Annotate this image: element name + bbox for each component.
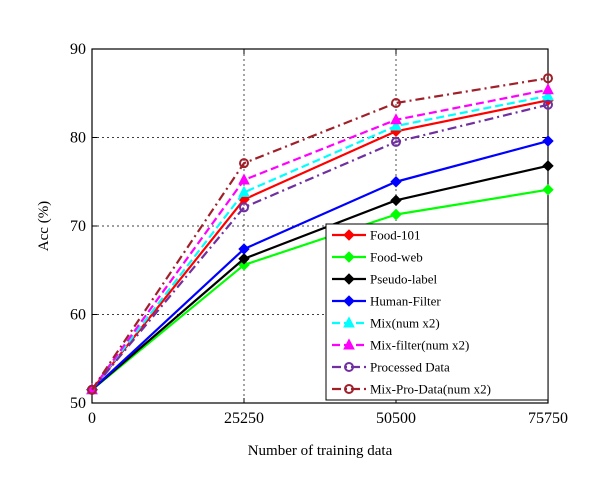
data-point <box>542 83 554 95</box>
legend-swatch-marker <box>343 229 355 241</box>
x-tick-label: 25250 <box>224 410 264 427</box>
series-line <box>91 94 549 391</box>
x-axis-label: Number of training data <box>248 443 393 459</box>
series-line <box>91 188 549 391</box>
data-point <box>542 160 554 172</box>
legend-swatch-marker <box>343 273 355 285</box>
data-point <box>238 185 250 197</box>
y-axis-label: Acc (%) <box>36 201 52 251</box>
x-tick-label: 50500 <box>376 410 416 427</box>
data-point <box>390 176 402 188</box>
legend-label: Food-web <box>370 250 423 265</box>
legend-item: Pseudo-label <box>332 272 438 287</box>
legend-box <box>325 223 549 401</box>
data-point <box>238 259 250 271</box>
series-line <box>91 77 549 391</box>
legend-label: Mix(num x2) <box>370 316 440 331</box>
data-point <box>391 97 401 108</box>
legend-label: Processed Data <box>370 360 450 375</box>
legend-label: Pseudo-label <box>370 272 438 287</box>
legend-item: Food-web <box>332 250 423 265</box>
data-point <box>542 184 554 196</box>
data-point <box>238 253 250 265</box>
legend-swatch-marker <box>343 338 355 350</box>
data-point <box>238 173 250 185</box>
data-point <box>390 119 402 131</box>
data-point <box>390 194 402 207</box>
legend-label: Human-Filter <box>370 294 441 309</box>
series-line <box>91 88 549 391</box>
legend-label: Food-101 <box>370 228 421 243</box>
series-8 <box>87 73 553 395</box>
data-point <box>390 208 402 221</box>
legend-swatch-marker <box>343 295 355 307</box>
data-point <box>87 384 97 395</box>
series-line <box>91 103 549 391</box>
y-tick-label: 80 <box>70 130 86 147</box>
legend-item: Mix(num x2) <box>332 316 440 331</box>
legend-item: Food-101 <box>332 228 421 243</box>
legend-item: Mix-Pro-Data(num x2) <box>332 382 491 397</box>
x-tick-label: 0 <box>88 410 96 427</box>
data-point <box>390 113 402 125</box>
legend-item: Human-Filter <box>332 294 441 309</box>
series-line <box>91 99 549 391</box>
legend: Food-101 Food-web Pseudo-label Human-Filter… <box>325 223 549 401</box>
data-point <box>391 136 401 147</box>
x-tick-label: 75750 <box>528 410 568 427</box>
legend-swatch-marker <box>343 251 355 263</box>
data-point <box>239 202 249 213</box>
data-point <box>542 135 554 147</box>
series-layer <box>86 73 554 396</box>
series-line <box>91 139 549 391</box>
y-tick-label: 60 <box>70 307 86 324</box>
data-point <box>238 243 250 255</box>
data-point <box>239 158 249 169</box>
y-tick-label: 90 <box>70 41 86 58</box>
legend-item: Processed Data <box>332 360 450 375</box>
legend-swatch-marker <box>344 362 354 372</box>
y-tick-label: 50 <box>70 395 86 412</box>
series-line <box>91 164 549 391</box>
legend-label: Mix-filter(num x2) <box>370 338 469 353</box>
legend-swatch-marker <box>344 384 354 394</box>
y-tick-label: 70 <box>70 218 86 235</box>
tick-layer: 0 25250 50500 75750 50 60 70 80 90 <box>70 41 568 427</box>
data-point <box>543 73 553 84</box>
legend-label: Mix-Pro-Data(num x2) <box>370 382 491 397</box>
data-point <box>543 99 553 110</box>
legend-item: Mix-filter(num x2) <box>332 338 469 353</box>
legend-swatch-marker <box>343 316 355 328</box>
